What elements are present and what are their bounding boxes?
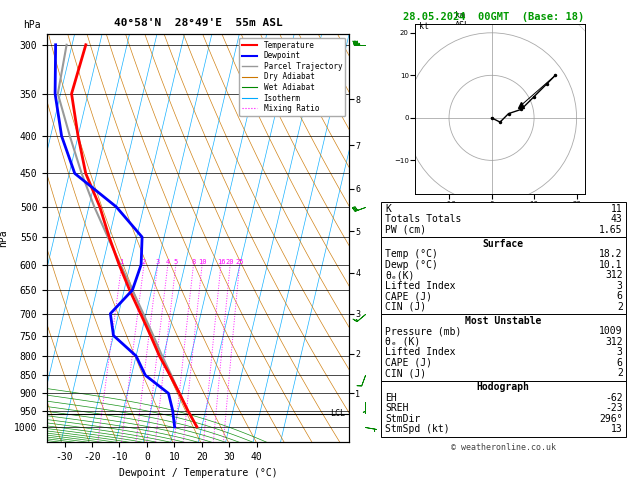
Text: 10: 10 xyxy=(198,259,206,265)
Text: K: K xyxy=(385,204,391,214)
Text: 296°: 296° xyxy=(599,414,623,424)
Text: Pressure (mb): Pressure (mb) xyxy=(385,327,461,336)
Text: 3: 3 xyxy=(617,281,623,291)
Text: 8: 8 xyxy=(191,259,196,265)
Y-axis label: hPa: hPa xyxy=(0,229,8,247)
Text: -62: -62 xyxy=(605,393,623,403)
Text: Totals Totals: Totals Totals xyxy=(385,214,461,224)
Text: Surface: Surface xyxy=(482,239,524,249)
Text: 3: 3 xyxy=(155,259,160,265)
Text: 312: 312 xyxy=(605,270,623,280)
Text: θₑ(K): θₑ(K) xyxy=(385,270,415,280)
Legend: Temperature, Dewpoint, Parcel Trajectory, Dry Adiabat, Wet Adiabat, Isotherm, Mi: Temperature, Dewpoint, Parcel Trajectory… xyxy=(239,38,345,116)
Title: 40°58'N  28°49'E  55m ASL: 40°58'N 28°49'E 55m ASL xyxy=(114,17,282,28)
Text: 1: 1 xyxy=(120,259,124,265)
Text: 16: 16 xyxy=(216,259,225,265)
Text: StmSpd (kt): StmSpd (kt) xyxy=(385,424,450,434)
Text: 10.1: 10.1 xyxy=(599,260,623,270)
Text: 3: 3 xyxy=(617,347,623,357)
Text: 6: 6 xyxy=(617,291,623,301)
Text: PW (cm): PW (cm) xyxy=(385,225,426,235)
Text: 13: 13 xyxy=(611,424,623,434)
Text: Dewp (°C): Dewp (°C) xyxy=(385,260,438,270)
Text: 6: 6 xyxy=(617,358,623,368)
Text: © weatheronline.co.uk: © weatheronline.co.uk xyxy=(451,442,555,451)
Text: CAPE (J): CAPE (J) xyxy=(385,358,432,368)
Text: LCL: LCL xyxy=(330,409,345,418)
Text: kt: kt xyxy=(420,21,429,31)
Text: 4: 4 xyxy=(165,259,170,265)
Text: 2: 2 xyxy=(617,368,623,378)
Text: 312: 312 xyxy=(605,337,623,347)
Text: 28.05.2024  00GMT  (Base: 18): 28.05.2024 00GMT (Base: 18) xyxy=(403,12,584,22)
Text: 2: 2 xyxy=(142,259,146,265)
Text: θₑ (K): θₑ (K) xyxy=(385,337,420,347)
Text: StmDir: StmDir xyxy=(385,414,420,424)
Text: hPa: hPa xyxy=(23,20,41,30)
Text: Most Unstable: Most Unstable xyxy=(465,316,542,326)
Text: 1.65: 1.65 xyxy=(599,225,623,235)
Text: Lifted Index: Lifted Index xyxy=(385,281,455,291)
Text: 25: 25 xyxy=(235,259,244,265)
Text: km
ASL: km ASL xyxy=(455,11,470,30)
Text: 43: 43 xyxy=(611,214,623,224)
Text: SREH: SREH xyxy=(385,403,408,414)
Text: 18.2: 18.2 xyxy=(599,249,623,260)
Text: CIN (J): CIN (J) xyxy=(385,368,426,378)
Text: 2: 2 xyxy=(617,302,623,312)
Text: EH: EH xyxy=(385,393,397,403)
Text: Hodograph: Hodograph xyxy=(477,382,530,393)
Text: 11: 11 xyxy=(611,204,623,214)
Text: CAPE (J): CAPE (J) xyxy=(385,291,432,301)
Text: 5: 5 xyxy=(174,259,178,265)
Text: CIN (J): CIN (J) xyxy=(385,302,426,312)
Text: -23: -23 xyxy=(605,403,623,414)
Text: Temp (°C): Temp (°C) xyxy=(385,249,438,260)
Text: 20: 20 xyxy=(226,259,235,265)
Text: 1009: 1009 xyxy=(599,327,623,336)
Text: Lifted Index: Lifted Index xyxy=(385,347,455,357)
X-axis label: Dewpoint / Temperature (°C): Dewpoint / Temperature (°C) xyxy=(119,468,277,478)
